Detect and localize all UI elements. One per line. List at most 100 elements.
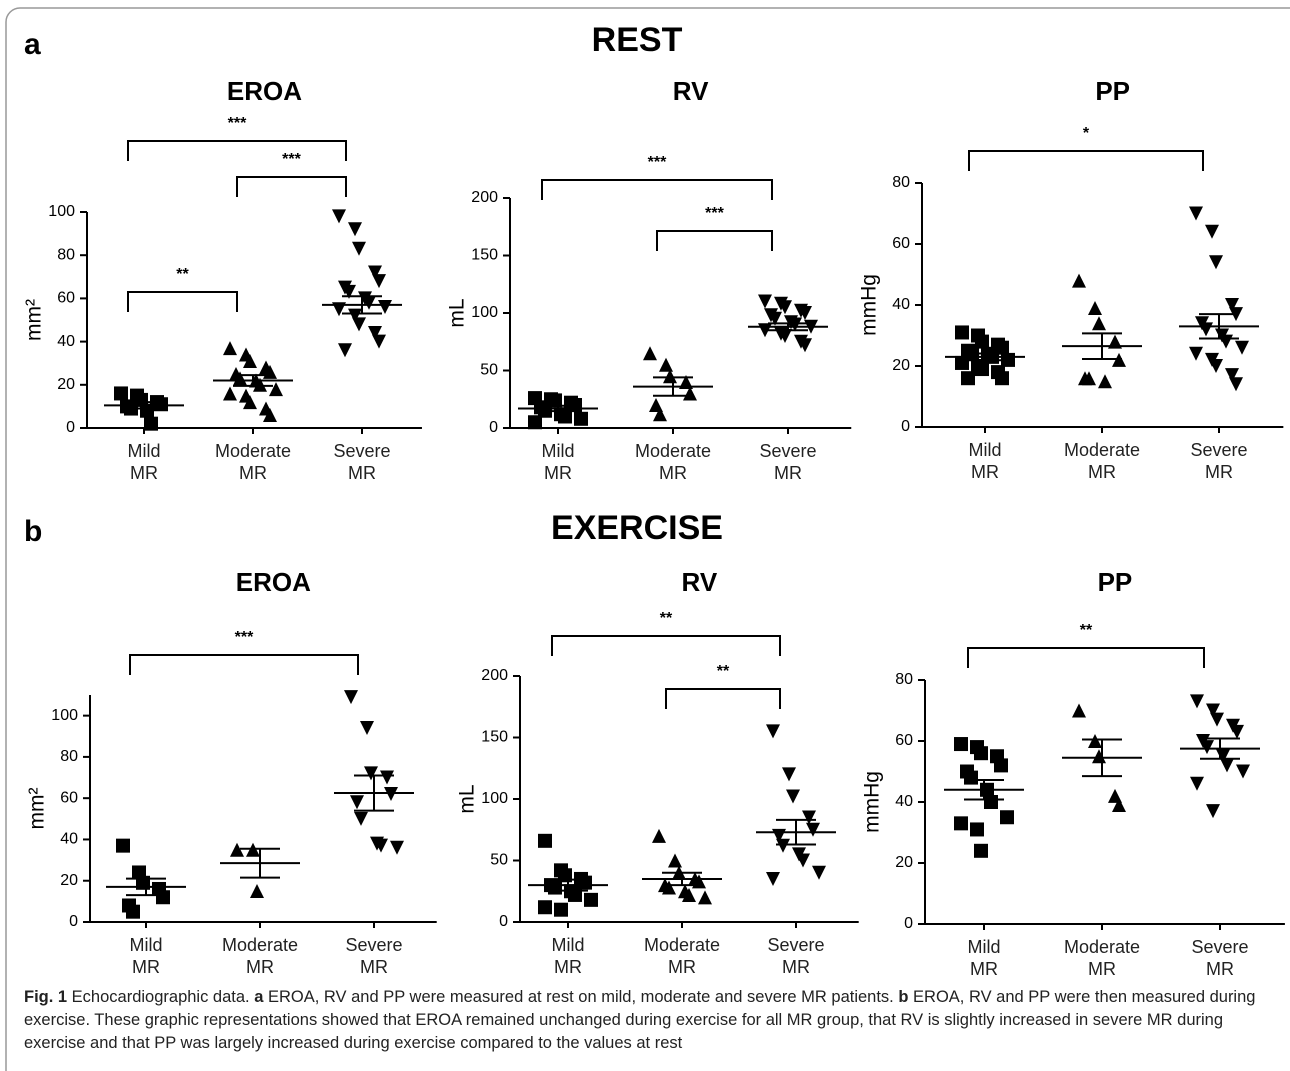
significance-bracket (665, 688, 781, 709)
x-tick-label: Severe MR (759, 441, 817, 483)
point (758, 294, 772, 309)
x-tick-label: Mild MR (967, 937, 1001, 979)
point (338, 343, 352, 358)
point (372, 274, 386, 289)
caption: Fig. 1 Echocardiographic data. a EROA, R… (24, 986, 1269, 1055)
point (1236, 764, 1250, 779)
point (246, 842, 260, 857)
significance-label: * (1083, 125, 1090, 142)
point (683, 386, 697, 401)
y-tick-label: 60 (892, 235, 910, 252)
point (984, 795, 998, 809)
chart-title: PP (1095, 76, 1130, 106)
point (342, 284, 356, 299)
point (1112, 798, 1126, 813)
point (348, 222, 362, 237)
point (360, 721, 374, 736)
point (1072, 703, 1086, 718)
point (652, 828, 666, 843)
point (1082, 371, 1096, 386)
point (679, 375, 693, 389)
point (653, 407, 667, 422)
point (643, 346, 657, 361)
point (114, 386, 128, 401)
point (1098, 374, 1112, 389)
significance-bracket (236, 176, 347, 197)
point (144, 416, 158, 431)
point (1108, 334, 1122, 349)
significance-label: *** (705, 205, 724, 222)
x-tick-label: Mild MR (129, 935, 163, 977)
y-tick-label: 0 (69, 913, 78, 930)
y-tick-label: 20 (60, 872, 78, 889)
point (223, 341, 237, 356)
point (786, 789, 800, 804)
x-tick-label: Moderate MR (214, 441, 292, 483)
y-axis-label: mmHg (858, 274, 881, 336)
y-tick-label: 0 (499, 913, 508, 930)
y-axis-label: mL (446, 298, 469, 327)
point (372, 334, 386, 349)
point (1229, 377, 1243, 392)
point (975, 334, 989, 349)
caption-label: Fig. 1 (24, 988, 68, 1006)
point (243, 395, 257, 410)
y-tick-label: 80 (60, 748, 78, 765)
significance-label: ** (717, 663, 730, 680)
y-tick-label: 20 (895, 854, 913, 871)
point (1189, 206, 1203, 221)
point (263, 408, 277, 423)
y-tick-label: 0 (904, 915, 913, 932)
y-tick-label: 60 (57, 290, 75, 307)
x-tick-label: Severe MR (1191, 937, 1249, 979)
point (995, 371, 1009, 386)
caption-text: EROA, RV and PP were then measured durin… (24, 988, 1256, 1052)
point (390, 840, 404, 855)
significance-bracket (129, 654, 359, 675)
point (1235, 340, 1249, 355)
point (668, 853, 682, 868)
significance-bracket (967, 647, 1205, 668)
point (1225, 368, 1239, 383)
point (1209, 359, 1223, 373)
point (796, 853, 810, 868)
point (538, 833, 552, 848)
y-axis-label: mL (456, 784, 479, 813)
point (1210, 712, 1224, 727)
point (812, 865, 826, 880)
significance-label: *** (235, 629, 254, 646)
point (364, 766, 378, 781)
y-tick-label: 0 (66, 419, 75, 436)
significance-label: *** (282, 151, 301, 168)
y-tick-label: 50 (480, 362, 498, 379)
point (662, 880, 676, 895)
x-tick-label: Severe MR (333, 441, 391, 483)
y-tick-label: 0 (489, 419, 498, 436)
chart-title: EROA (236, 567, 311, 597)
point (1190, 694, 1204, 709)
chart-title: RV (673, 76, 709, 106)
point (352, 317, 366, 332)
x-tick-label: Mild MR (127, 441, 161, 483)
point (378, 300, 392, 315)
point (788, 317, 802, 332)
point (384, 787, 398, 802)
point (1200, 740, 1214, 755)
point (374, 838, 388, 853)
point (538, 900, 552, 915)
y-tick-label: 60 (60, 789, 78, 806)
point (1230, 724, 1244, 739)
chart-title: EROA (227, 76, 302, 106)
x-tick-label: Mild MR (541, 441, 575, 483)
y-axis-label: mm² (26, 788, 49, 830)
point (352, 241, 366, 256)
x-tick-label: Moderate MR (221, 935, 299, 977)
significance-bracket (127, 291, 238, 312)
point (269, 382, 283, 397)
point (116, 838, 130, 853)
point (798, 306, 812, 320)
point (1219, 334, 1233, 349)
point (362, 295, 376, 310)
y-tick-label: 40 (892, 296, 910, 313)
